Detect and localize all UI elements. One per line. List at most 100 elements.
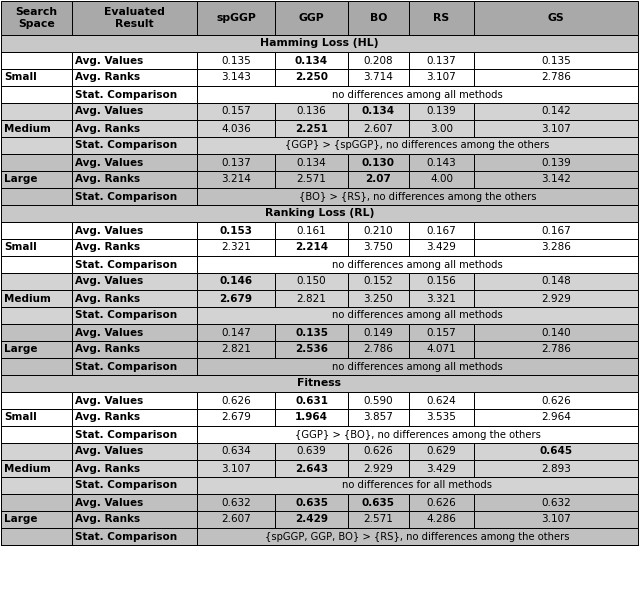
Text: 0.147: 0.147: [221, 328, 251, 337]
Text: 3.250: 3.250: [364, 293, 394, 304]
Text: 3.714: 3.714: [364, 73, 394, 82]
Bar: [72, 324, 197, 341]
Text: BO: BO: [370, 13, 387, 23]
Text: 2.250: 2.250: [295, 73, 328, 82]
Bar: [474, 443, 638, 460]
Bar: [474, 341, 638, 358]
Bar: [72, 460, 197, 477]
Bar: [72, 171, 197, 188]
Bar: [275, 171, 348, 188]
Bar: [72, 392, 197, 409]
Bar: [72, 290, 197, 307]
Text: 3.429: 3.429: [427, 464, 456, 473]
Bar: [1, 1, 72, 35]
Bar: [1, 358, 72, 375]
Bar: [197, 341, 275, 358]
Bar: [275, 324, 348, 341]
Text: 2.214: 2.214: [295, 243, 328, 253]
Bar: [275, 103, 348, 120]
Text: Avg. Ranks: Avg. Ranks: [75, 464, 140, 473]
Text: 0.137: 0.137: [221, 157, 251, 168]
Text: 4.036: 4.036: [221, 123, 251, 134]
Text: Hamming Loss (HL): Hamming Loss (HL): [260, 38, 379, 49]
Text: {GGP} > {spGGP}, no differences among the others: {GGP} > {spGGP}, no differences among th…: [285, 140, 550, 151]
Bar: [197, 103, 275, 120]
Bar: [1, 154, 72, 171]
Bar: [275, 460, 348, 477]
Bar: [197, 426, 638, 443]
Bar: [409, 222, 474, 239]
Text: 0.153: 0.153: [220, 226, 253, 235]
Bar: [1, 222, 72, 273]
Bar: [409, 409, 474, 426]
Bar: [72, 307, 197, 324]
Bar: [72, 137, 197, 154]
Bar: [72, 188, 197, 205]
Bar: [197, 528, 638, 545]
Bar: [72, 409, 197, 426]
Text: 0.157: 0.157: [427, 328, 456, 337]
Text: 0.629: 0.629: [427, 447, 456, 456]
Text: 0.626: 0.626: [364, 447, 394, 456]
Text: 0.639: 0.639: [296, 447, 326, 456]
Bar: [72, 52, 197, 69]
Text: 2.679: 2.679: [221, 412, 251, 423]
Bar: [1, 256, 72, 273]
Bar: [474, 460, 638, 477]
Bar: [1, 86, 72, 103]
Text: 2.786: 2.786: [541, 73, 571, 82]
Bar: [197, 443, 275, 460]
Text: 0.139: 0.139: [427, 107, 456, 117]
Bar: [197, 1, 275, 35]
Text: 2.321: 2.321: [221, 243, 251, 253]
Bar: [275, 341, 348, 358]
Bar: [474, 154, 638, 171]
Text: 0.631: 0.631: [295, 395, 328, 406]
Bar: [348, 290, 409, 307]
Text: Fitness: Fitness: [298, 378, 342, 389]
Bar: [348, 52, 409, 69]
Bar: [1, 188, 72, 205]
Bar: [197, 460, 275, 477]
Bar: [409, 52, 474, 69]
Text: 0.626: 0.626: [427, 498, 456, 508]
Bar: [275, 494, 348, 511]
Text: Avg. Ranks: Avg. Ranks: [75, 73, 140, 82]
Text: Stat. Comparison: Stat. Comparison: [75, 140, 177, 151]
Bar: [197, 239, 275, 256]
Text: 2.893: 2.893: [541, 464, 571, 473]
Text: RS: RS: [433, 13, 449, 23]
Text: spGGP: spGGP: [216, 13, 256, 23]
Text: 0.149: 0.149: [364, 328, 394, 337]
Bar: [1, 137, 72, 154]
Text: 0.161: 0.161: [296, 226, 326, 235]
Text: 2.429: 2.429: [295, 514, 328, 525]
Bar: [197, 154, 275, 171]
Bar: [1, 375, 638, 392]
Text: 3.107: 3.107: [541, 123, 571, 134]
Text: 0.632: 0.632: [221, 498, 251, 508]
Bar: [1, 273, 72, 324]
Text: 0.624: 0.624: [427, 395, 456, 406]
Text: Large: Large: [4, 174, 38, 184]
Text: 3.143: 3.143: [221, 73, 251, 82]
Bar: [275, 443, 348, 460]
Text: 0.135: 0.135: [541, 56, 571, 65]
Text: 2.929: 2.929: [541, 293, 571, 304]
Text: 0.135: 0.135: [295, 328, 328, 337]
Bar: [348, 443, 409, 460]
Bar: [72, 1, 197, 35]
Text: 3.750: 3.750: [364, 243, 394, 253]
Bar: [348, 103, 409, 120]
Text: 0.139: 0.139: [541, 157, 571, 168]
Text: Small: Small: [4, 412, 36, 423]
Bar: [474, 1, 638, 35]
Bar: [474, 69, 638, 86]
Text: {BO} > {RS}, no differences among the others: {BO} > {RS}, no differences among the ot…: [299, 192, 536, 201]
Bar: [409, 460, 474, 477]
Bar: [348, 273, 409, 290]
Bar: [72, 511, 197, 528]
Bar: [474, 494, 638, 511]
Bar: [474, 103, 638, 120]
Text: Ranking Loss (RL): Ranking Loss (RL): [265, 209, 374, 218]
